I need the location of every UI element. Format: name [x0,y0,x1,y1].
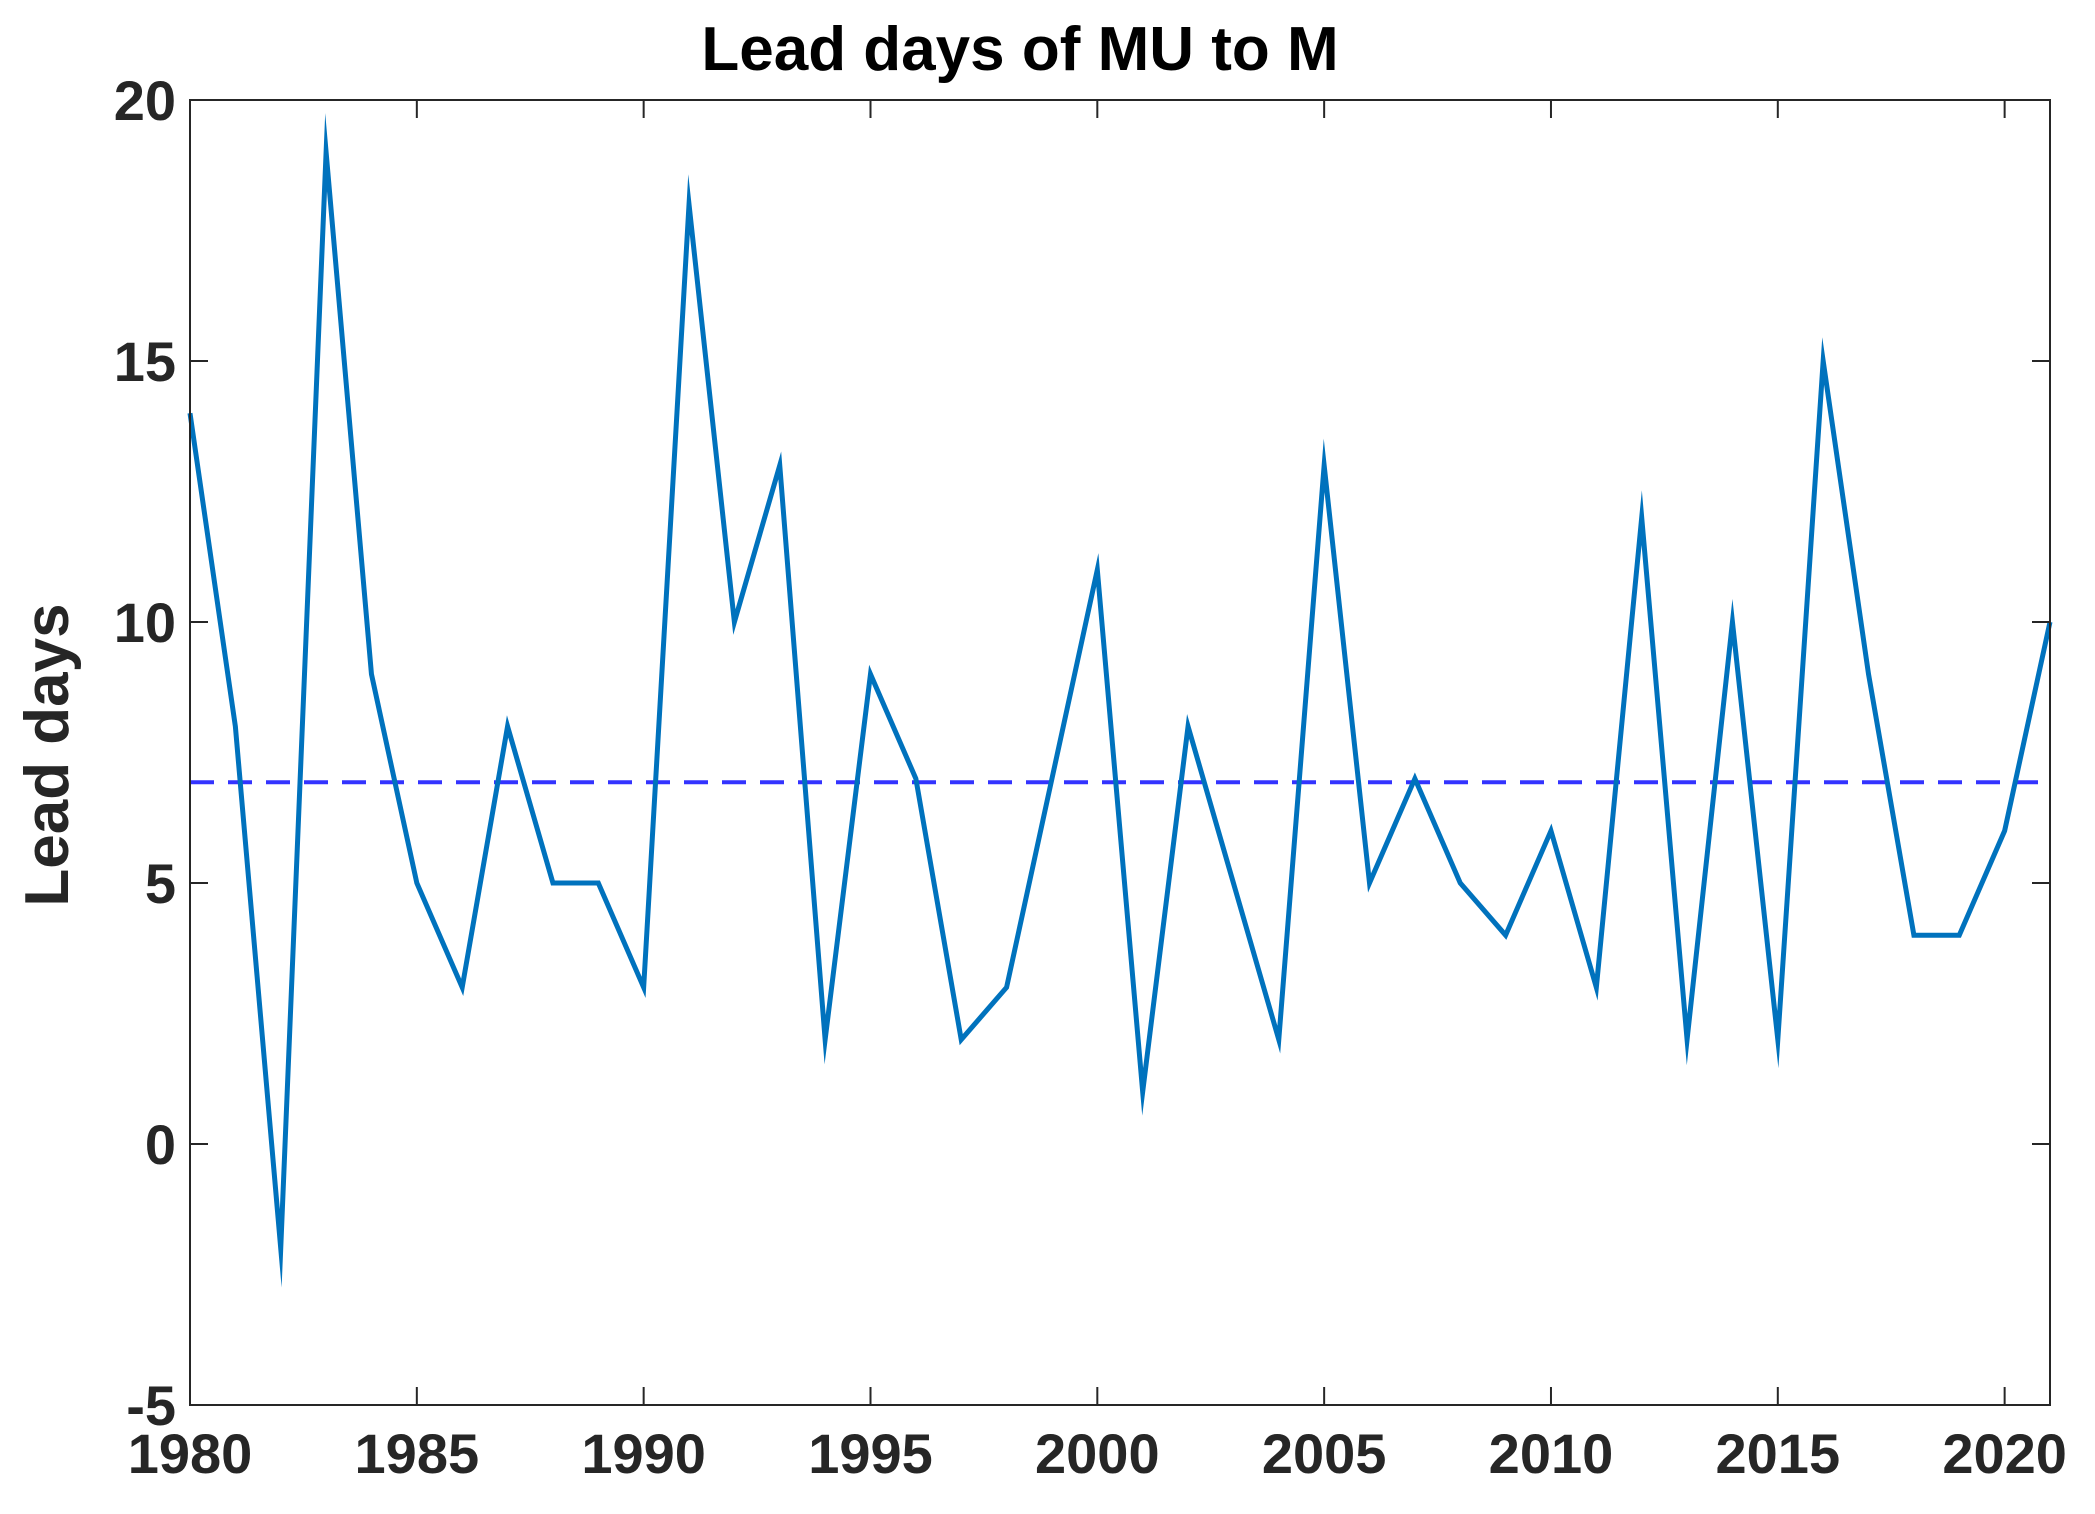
x-tick-label: 2010 [1489,1422,1614,1485]
x-tick-label: 1985 [355,1422,480,1485]
y-tick-label: 10 [114,591,176,654]
y-tick-label: 5 [145,852,176,915]
y-axis-label: Lead days [13,603,82,906]
x-tick-label: 2020 [1942,1422,2067,1485]
axes-layer: 1980 1985 1990 1995 2000 2005 2010 2015 2020-505… [114,69,2067,1485]
chart-title: Lead days of MU to M [701,15,1338,84]
plot-area [190,100,2050,1405]
y-tick-label: 20 [114,69,176,132]
x-tick-label: 2015 [1716,1422,1841,1485]
y-tick-label: 0 [145,1113,176,1176]
x-tick-label: 2000 [1035,1422,1160,1485]
axes-frame [189,99,2051,1406]
x-tick-label: 1995 [808,1422,933,1485]
y-tick-label: 15 [114,330,176,393]
x-tick-label: 1980 [128,1422,253,1485]
y-tick-label: -5 [126,1374,176,1437]
series-layer [187,113,2053,1288]
series-line [187,113,2053,1288]
x-tick-label: 2005 [1262,1422,1387,1485]
x-tick-label: 1990 [581,1422,706,1485]
